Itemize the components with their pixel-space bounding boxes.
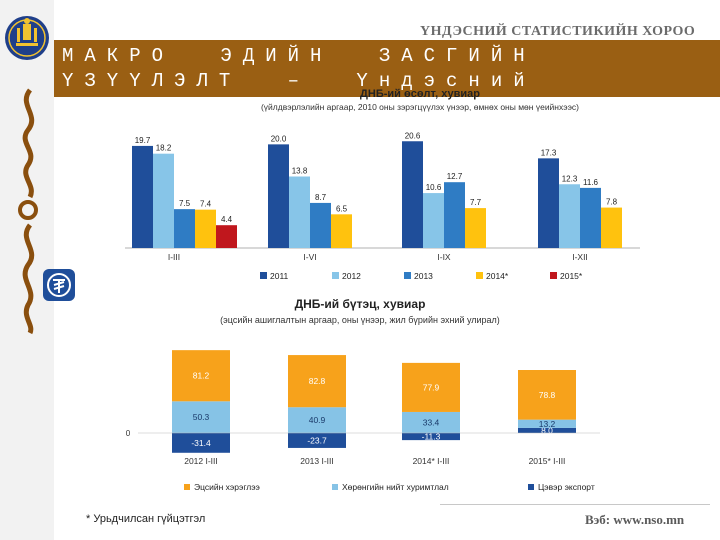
tugrik-icon	[43, 269, 75, 301]
chart2-bar-label: -23.7	[307, 435, 327, 445]
chart1-bar-label: 7.4	[200, 200, 212, 209]
chart1-bar-label: 10.6	[426, 183, 442, 192]
gdp-growth-chart: ДНБ-ий өсөлт, хувиар (үйлдвэрлэлийн арга…	[125, 88, 640, 281]
chart1-bar	[216, 225, 237, 248]
chart2-bar-label: -31.4	[191, 438, 211, 448]
chart1-bar	[444, 182, 465, 248]
chart2-category-label: 2014* I-III	[413, 456, 450, 466]
chart1-legend-swatch	[404, 272, 411, 279]
chart1-title: ДНБ-ий өсөлт, хувиар	[360, 88, 480, 100]
chart1-legend-label: 2014*	[486, 271, 509, 281]
chart2-bar-label: 50.3	[193, 412, 210, 422]
chart1-bar	[331, 214, 352, 248]
chart1-bar-label: 8.7	[315, 193, 327, 202]
chart1-bar	[132, 145, 153, 248]
chart1-category-label: I-XII	[572, 252, 588, 262]
chart1-bar-label: 19.7	[135, 136, 151, 145]
chart1-category-label: I-VI	[303, 252, 316, 262]
chart2-subtitle: (эцсийн ашиглалтын аргаар, оны үнээр, жи…	[220, 315, 500, 325]
chart2-category-label: 2012 I-III	[184, 456, 218, 466]
chart1-bar-label: 7.5	[179, 199, 191, 208]
chart1-bar	[465, 208, 486, 248]
banner-title: МАКРО ЭДИЙН ЗАСГИЙН ҮЗҮҮЛЭЛТ – Үндэсний …	[62, 45, 536, 117]
chart2-bar-investment	[288, 407, 346, 433]
chart1-bar-label: 20.0	[271, 134, 287, 143]
footnote: * Урьдчилсан гүйцэтгэл	[86, 513, 206, 525]
chart2-legend-label: Цэвэр экспорт	[538, 482, 595, 492]
chart1-bar-label: 17.3	[541, 148, 557, 157]
chart1-bar	[268, 144, 289, 248]
chart1-legend-swatch	[476, 272, 483, 279]
chart2-bar-label: 40.9	[309, 415, 326, 425]
chart2-bar-label: 13.2	[539, 419, 556, 429]
chart2-bar-investment	[172, 401, 230, 433]
chart1-bar	[423, 193, 444, 248]
chart1-bar	[601, 207, 622, 248]
chart2-title: ДНБ-ий бүтэц, хувиар	[295, 297, 426, 311]
chart1-bar-label: 4.4	[221, 215, 233, 224]
website-link[interactable]: Вэб: www.nso.mn	[585, 512, 685, 527]
chart1-bar	[402, 141, 423, 248]
nso-logo-icon	[5, 16, 49, 60]
chart1-legend-swatch	[332, 272, 339, 279]
chart1-bar	[195, 209, 216, 248]
chart1-bar	[153, 153, 174, 248]
chart2-bar-label: 77.9	[423, 382, 440, 392]
chart2-bar-label: 82.8	[309, 376, 326, 386]
chart1-bar-label: 6.5	[336, 204, 348, 213]
chart2-legend-label: Хөрөнгийн нийт хуримтлал	[342, 482, 449, 492]
chart1-bar-label: 18.2	[156, 144, 172, 153]
chart1-legend-label: 2011	[270, 271, 289, 281]
chart1-bar	[580, 187, 601, 248]
chart2-bar-netexport	[172, 433, 230, 453]
chart2-category-label: 2015* I-III	[529, 456, 566, 466]
chart2-bar-label: 33.4	[423, 417, 440, 427]
chart2-legend-label: Эцсийн хэрэглээ	[194, 482, 260, 492]
chart1-legend-label: 2013	[414, 271, 433, 281]
chart1-bar-label: 20.6	[405, 131, 421, 140]
title-banner: МАКРО ЭДИЙН ЗАСГИЙН ҮЗҮҮЛЭЛТ – Үндэсний …	[54, 40, 720, 117]
chart2-bar-consumption	[518, 370, 576, 420]
chart1-legend-label: 2015*	[560, 271, 583, 281]
chart1-category-label: I-III	[168, 252, 180, 262]
chart2-bar-label: 8.0	[541, 425, 553, 435]
chart1-bar	[174, 209, 195, 248]
chart1-legend-swatch	[260, 272, 267, 279]
mongolian-script-icon	[18, 88, 38, 335]
chart1-bar	[289, 176, 310, 248]
chart2-bar-consumption	[288, 355, 346, 408]
org-name: ҮНДЭСНИЙ СТАТИСТИКИЙН ХОРОО	[420, 24, 696, 39]
chart1-bar	[559, 184, 580, 248]
chart1-bar	[310, 202, 331, 248]
chart1-legend-label: 2012	[342, 271, 361, 281]
chart1-bar-label: 13.8	[292, 166, 308, 175]
chart2-bar-investment	[402, 411, 460, 433]
chart2-bar-investment	[518, 419, 576, 428]
chart2-bar-netexport	[402, 433, 460, 441]
chart2-bar-label: 78.8	[539, 390, 556, 400]
chart2-bar-netexport	[518, 427, 576, 433]
chart2-category-label: 2013 I-III	[300, 456, 334, 466]
chart1-bar-label: 11.6	[583, 178, 599, 187]
footer-divider	[440, 504, 710, 505]
chart2-bar-netexport	[288, 433, 346, 448]
chart2-legend-swatch	[528, 484, 534, 490]
chart2-bar-label: -11.3	[422, 432, 441, 442]
chart2-bar-label: 81.2	[193, 371, 210, 381]
chart1-subtitle: (үйлдвэрлэлийн аргаар, 2010 оны зэрэгцүү…	[261, 102, 579, 112]
chart1-bar-label: 12.3	[562, 174, 578, 183]
chart1-bar-label: 7.7	[470, 198, 482, 207]
chart2-legend-swatch	[332, 484, 338, 490]
gdp-structure-chart: ДНБ-ий бүтэц, хувиар (эцсийн ашиглалтын …	[126, 297, 600, 492]
chart2-legend-swatch	[184, 484, 190, 490]
chart1-bar-label: 12.7	[447, 172, 463, 181]
chart1-bar-label: 7.8	[606, 198, 618, 207]
chart2-zero-label: 0	[126, 429, 131, 438]
left-sidebar	[0, 0, 54, 540]
chart1-category-label: I-IX	[437, 252, 451, 262]
chart1-bar	[538, 158, 559, 248]
chart2-bar-consumption	[172, 350, 230, 402]
chart1-legend-swatch	[550, 272, 557, 279]
chart2-bar-consumption	[402, 362, 460, 412]
